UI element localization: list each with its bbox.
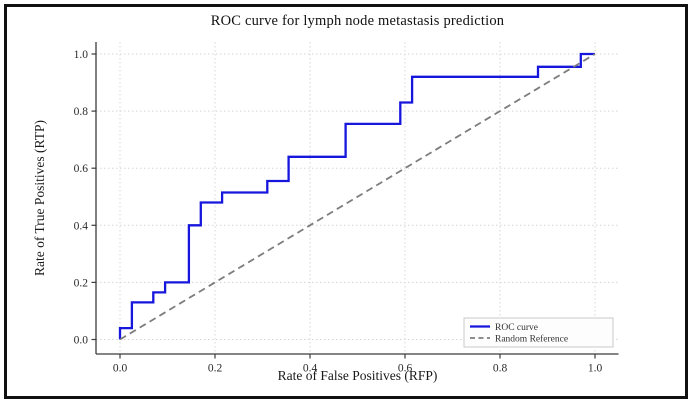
x-tick-label: 0.8: [493, 363, 508, 375]
x-axis-label: Rate of False Positives (RFP): [277, 368, 438, 383]
y-tick-label: 0.8: [74, 106, 89, 118]
y-tick-label: 1.0: [74, 49, 89, 61]
random-reference-line: [119, 53, 596, 341]
legend-entry-label: ROC curve: [495, 323, 538, 333]
x-tick-label: 0.0: [113, 363, 128, 375]
y-tick-label: 0.6: [74, 163, 89, 175]
x-tick-label: 0.2: [208, 363, 223, 375]
roc-curve-line: [118, 52, 595, 340]
y-tick-label: 0.0: [74, 335, 89, 347]
legend-entry-label: Random Reference: [495, 333, 568, 344]
x-tick-label: 0.6: [398, 363, 413, 375]
legend-box: [463, 317, 614, 348]
x-tick-label: 0.4: [303, 363, 318, 375]
y-tick-label: 0.4: [74, 220, 89, 232]
x-tick-label: 1.0: [588, 363, 603, 375]
chart-title: ROC curve for lymph node metastasis pred…: [210, 13, 505, 29]
y-tick-label: 0.2: [74, 277, 89, 289]
